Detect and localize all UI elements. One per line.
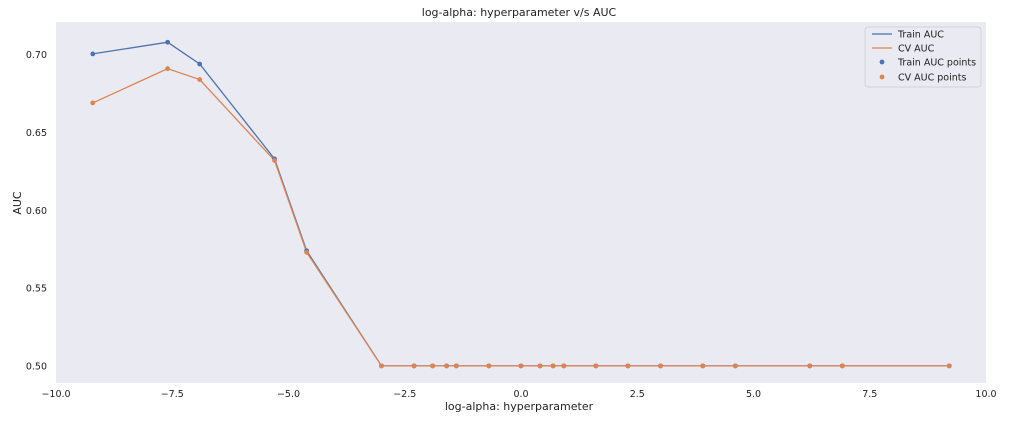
cv-auc-point: [304, 249, 310, 255]
legend-box: [864, 26, 982, 88]
x-tick-label: 10.0: [975, 389, 996, 400]
y-tick-label: 0.55: [26, 284, 47, 295]
y-tick-label: 0.70: [26, 50, 47, 61]
y-axis-ticks: 0.50 0.55 0.60 0.65 0.70: [26, 50, 47, 372]
x-tick-label: −10.0: [41, 389, 70, 400]
cv-auc-point: [732, 363, 738, 369]
x-axis-label: log-alpha: hyperparameter: [445, 400, 594, 413]
cv-auc-point: [839, 363, 845, 369]
legend-label-cv-auc-points: CV AUC points: [898, 73, 966, 84]
legend-swatch-train-points: [879, 59, 885, 65]
x-tick-label: −2.5: [393, 389, 416, 400]
cv-auc-point: [453, 363, 459, 369]
x-tick-label: 0.0: [513, 389, 528, 400]
cv-auc-point: [537, 363, 543, 369]
y-axis-label: AUC: [11, 191, 24, 215]
cv-auc-point: [625, 363, 631, 369]
legend-label-train-auc: Train AUC: [897, 30, 944, 41]
legend: Train AUC CV AUC Train AUC points CV AUC…: [864, 26, 982, 88]
train-auc-point: [90, 51, 96, 57]
cv-auc-point: [444, 363, 449, 369]
cv-auc-point: [379, 363, 384, 369]
cv-auc-point: [658, 363, 663, 369]
cv-auc-point: [561, 363, 567, 369]
x-tick-label: 5.0: [746, 389, 761, 400]
y-tick-label: 0.50: [26, 361, 47, 372]
cv-auc-point: [272, 158, 277, 163]
cv-auc-point: [411, 363, 417, 369]
y-tick-label: 0.60: [26, 206, 47, 217]
x-tick-label: 7.5: [862, 389, 877, 400]
series-layer: [90, 39, 952, 369]
train-auc-point: [165, 39, 171, 45]
cv-auc-point: [165, 66, 171, 72]
x-tick-label: −7.5: [161, 389, 184, 400]
x-tick-label: −5.0: [277, 389, 300, 400]
cv-auc-point: [430, 363, 436, 369]
chart-title: log-alpha: hyperparameter v/s AUC: [422, 6, 617, 19]
y-tick-label: 0.65: [26, 128, 47, 139]
legend-label-cv-auc: CV AUC: [898, 44, 935, 55]
cv-auc-point: [197, 77, 203, 82]
cv-auc-point: [807, 363, 813, 369]
cv-auc-point: [550, 363, 556, 369]
cv-auc-point: [486, 363, 492, 369]
train-auc-point: [197, 61, 203, 67]
plot-area: [56, 22, 986, 383]
cv-auc-point: [593, 363, 599, 369]
legend-label-train-auc-points: Train AUC points: [897, 58, 976, 69]
cv-auc-point: [90, 100, 96, 106]
cv-auc-point: [946, 363, 952, 369]
x-tick-label: 2.5: [630, 389, 645, 400]
x-axis-ticks: −10.0 −7.5 −5.0 −2.5 0.0 2.5 5.0 7.5 10.0: [41, 389, 996, 400]
legend-swatch-cv-points: [879, 74, 885, 80]
cv-auc-point: [700, 363, 706, 369]
cv-auc-point: [518, 363, 524, 369]
